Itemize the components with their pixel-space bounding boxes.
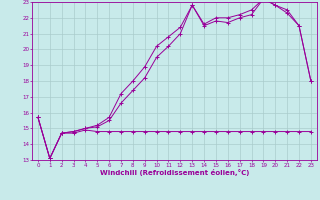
X-axis label: Windchill (Refroidissement éolien,°C): Windchill (Refroidissement éolien,°C)	[100, 169, 249, 176]
